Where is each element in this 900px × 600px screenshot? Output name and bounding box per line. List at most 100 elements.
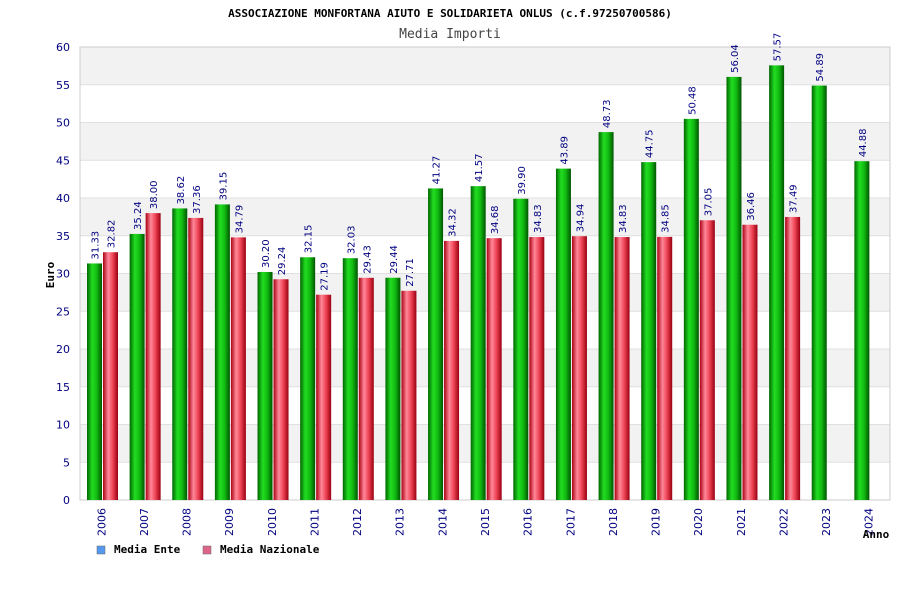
data-label: 27.71 <box>405 258 416 287</box>
x-tick-label: 2024 <box>863 508 876 536</box>
bar-media-nazionale <box>486 238 502 500</box>
y-tick-label: 40 <box>56 192 70 205</box>
data-label: 43.89 <box>559 136 570 165</box>
x-tick-label: 2015 <box>479 508 492 536</box>
y-axis-ticks: 0 5 10 15 20 25 30 35 40 45 50 55 60 <box>56 41 70 507</box>
bars <box>87 65 870 501</box>
data-label: 50.48 <box>687 86 698 115</box>
bar-media-nazionale <box>188 217 204 500</box>
bar-media-nazionale <box>699 220 715 500</box>
data-label: 30.20 <box>261 239 272 268</box>
x-tick-label: 2019 <box>650 508 663 536</box>
data-label: 29.43 <box>362 245 373 274</box>
y-tick-label: 60 <box>56 41 70 54</box>
data-label: 32.82 <box>107 220 118 249</box>
x-axis-label: Anno <box>863 528 890 541</box>
bar-media-ente <box>300 257 316 500</box>
y-tick-label: 20 <box>56 343 70 356</box>
bar-media-ente <box>129 233 145 501</box>
bar-media-nazionale <box>614 237 630 500</box>
x-tick-label: 2009 <box>223 508 236 536</box>
data-label: 39.90 <box>517 166 528 195</box>
data-label: 44.75 <box>645 129 656 158</box>
y-tick-label: 30 <box>56 268 70 281</box>
bar-media-ente <box>87 263 102 500</box>
data-label: 57.57 <box>773 33 784 62</box>
bar-media-ente <box>428 188 444 500</box>
bar-media-ente <box>555 168 571 500</box>
x-tick-label: 2022 <box>777 508 790 536</box>
data-label: 32.15 <box>304 225 315 254</box>
bar-media-ente <box>641 162 657 500</box>
y-tick-label: 25 <box>56 305 70 318</box>
data-labels: 31.33 32.82 35.24 38.00 38.62 37.36 39.15 34.79… <box>91 33 869 291</box>
x-tick-label: 2014 <box>436 508 449 536</box>
data-label: 36.46 <box>746 192 757 221</box>
bar-media-nazionale <box>273 279 289 500</box>
data-label: 56.04 <box>730 44 741 73</box>
data-label: 32.03 <box>346 226 357 255</box>
data-label: 34.83 <box>533 204 544 233</box>
bar-media-ente <box>513 198 529 500</box>
y-tick-label: 55 <box>56 79 70 92</box>
data-label: 29.44 <box>389 245 400 274</box>
y-tick-label: 0 <box>63 494 70 507</box>
x-tick-label: 2018 <box>607 508 620 536</box>
data-label: 34.83 <box>618 204 629 233</box>
bar-media-ente <box>172 208 188 500</box>
chart-title: ASSOCIAZIONE MONFORTANA AIUTO E SOLIDARI… <box>228 7 672 20</box>
bar-media-nazionale <box>785 216 801 500</box>
bar-media-nazionale <box>145 213 161 500</box>
data-label: 37.36 <box>192 185 203 214</box>
data-label: 34.32 <box>448 208 459 237</box>
legend-label: Media Ente <box>114 543 181 556</box>
bar-media-ente <box>214 204 230 501</box>
data-label: 39.15 <box>218 172 229 201</box>
x-tick-label: 2007 <box>138 508 151 536</box>
data-label: 37.49 <box>789 184 800 213</box>
bar-media-nazionale <box>401 290 417 500</box>
data-label: 34.68 <box>490 206 501 235</box>
x-tick-label: 2006 <box>95 508 108 536</box>
data-label: 41.27 <box>432 156 443 185</box>
bar-media-ente <box>470 186 486 501</box>
bar-media-nazionale <box>230 237 246 500</box>
grid-band <box>80 47 890 85</box>
x-tick-label: 2011 <box>308 508 321 536</box>
data-label: 34.85 <box>661 204 672 233</box>
legend-swatch <box>202 545 212 555</box>
x-tick-label: 2017 <box>564 508 577 536</box>
y-tick-label: 5 <box>63 456 70 469</box>
legend-label: Media Nazionale <box>220 543 320 556</box>
data-label: 38.00 <box>149 180 160 209</box>
data-label: 34.79 <box>234 205 245 234</box>
bar-media-nazionale <box>316 294 332 500</box>
bar-media-ente <box>769 65 785 500</box>
x-tick-label: 2016 <box>522 508 535 536</box>
y-tick-label: 45 <box>56 154 70 167</box>
legend: Media Ente Media Nazionale <box>96 543 320 556</box>
x-tick-label: 2021 <box>735 508 748 536</box>
bar-media-ente <box>854 161 870 500</box>
x-tick-label: 2008 <box>181 508 194 536</box>
y-tick-label: 35 <box>56 230 70 243</box>
bar-media-nazionale <box>529 237 545 500</box>
bar-media-nazionale <box>103 252 118 500</box>
y-tick-label: 10 <box>56 419 70 432</box>
y-tick-label: 15 <box>56 381 70 394</box>
data-label: 44.88 <box>858 129 869 158</box>
data-label: 34.94 <box>575 204 586 233</box>
y-axis-label: Euro <box>44 261 57 288</box>
data-label: 31.33 <box>91 231 102 260</box>
grid-band <box>80 122 890 161</box>
data-label: 48.73 <box>602 99 613 128</box>
data-label: 27.19 <box>320 262 331 291</box>
bar-media-ente <box>598 132 614 500</box>
x-tick-label: 2013 <box>394 508 407 536</box>
data-label: 54.89 <box>815 53 826 82</box>
data-label: 35.24 <box>133 201 144 230</box>
bar-media-ente <box>342 258 358 500</box>
x-axis-ticks: 2006 2007 2008 2009 2010 2011 2012 2013 2014 2015… <box>95 508 875 536</box>
bar-media-ente <box>811 85 827 500</box>
bar-media-ente <box>683 118 699 500</box>
